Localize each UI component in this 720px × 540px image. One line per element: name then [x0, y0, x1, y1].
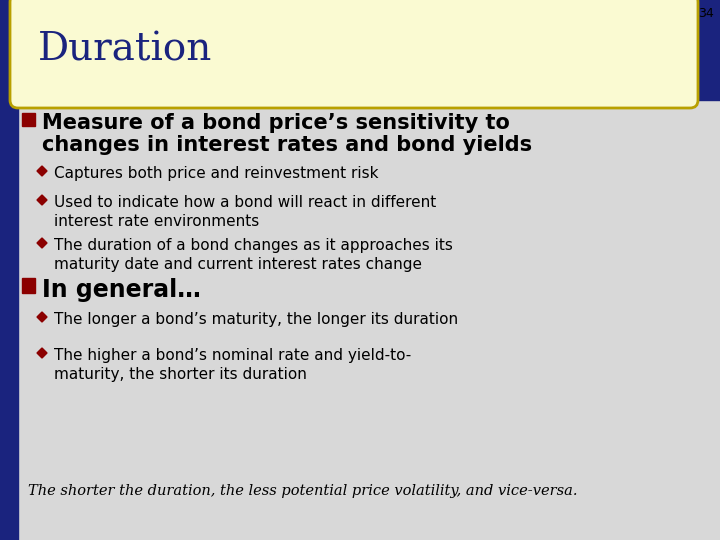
Bar	[690, 0, 720, 100]
FancyBboxPatch shape	[10, 0, 698, 108]
Bar	[0, 0, 18, 540]
Polygon shape	[37, 312, 47, 322]
Text: Used to indicate how a bond will react in different
interest rate environments: Used to indicate how a bond will react i…	[54, 195, 436, 229]
Polygon shape	[37, 195, 47, 205]
Text: Duration: Duration	[38, 31, 212, 69]
Text: The higher a bond’s nominal rate and yield-to-
maturity, the shorter its duratio: The higher a bond’s nominal rate and yie…	[54, 348, 411, 382]
Polygon shape	[37, 166, 47, 176]
Bar	[22, 113, 35, 126]
Text: Captures both price and reinvestment risk: Captures both price and reinvestment ris…	[54, 166, 379, 181]
Text: The duration of a bond changes as it approaches its
maturity date and current in: The duration of a bond changes as it app…	[54, 238, 453, 272]
Bar	[22, 278, 35, 293]
Text: changes in interest rates and bond yields: changes in interest rates and bond yield…	[42, 135, 532, 155]
Text: 34: 34	[698, 7, 714, 20]
Polygon shape	[37, 348, 47, 358]
Polygon shape	[37, 238, 47, 248]
Text: Measure of a bond price’s sensitivity to: Measure of a bond price’s sensitivity to	[42, 113, 510, 133]
Text: The shorter the duration, the less potential price volatility, and vice-versa.: The shorter the duration, the less poten…	[28, 484, 577, 498]
Text: In general…: In general…	[42, 278, 201, 302]
Text: The longer a bond’s maturity, the longer its duration: The longer a bond’s maturity, the longer…	[54, 312, 458, 327]
